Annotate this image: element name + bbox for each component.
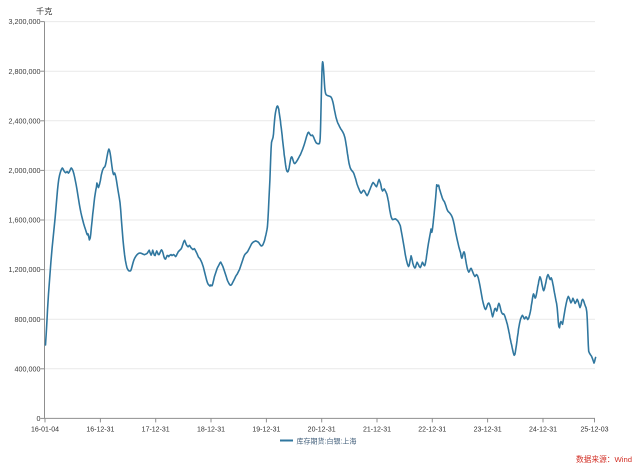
svg-text:16-12-31: 16-12-31 bbox=[86, 427, 114, 434]
svg-text:数据来源：Wind: 数据来源：Wind bbox=[576, 454, 632, 464]
svg-text:21-12-31: 21-12-31 bbox=[363, 427, 391, 434]
svg-text:17-12-31: 17-12-31 bbox=[142, 427, 170, 434]
svg-text:19-12-31: 19-12-31 bbox=[252, 427, 280, 434]
svg-text:2,400,000: 2,400,000 bbox=[9, 116, 41, 125]
svg-text:22-12-31: 22-12-31 bbox=[418, 427, 446, 434]
svg-text:库存期货:白银:上海: 库存期货:白银:上海 bbox=[297, 436, 357, 445]
svg-text:16-01-04: 16-01-04 bbox=[31, 427, 59, 434]
svg-text:20-12-31: 20-12-31 bbox=[308, 427, 336, 434]
svg-text:1,600,000: 1,600,000 bbox=[9, 216, 41, 225]
svg-text:3,200,000: 3,200,000 bbox=[9, 17, 41, 26]
svg-text:23-12-31: 23-12-31 bbox=[474, 427, 502, 434]
svg-text:0: 0 bbox=[37, 414, 41, 423]
svg-text:400,000: 400,000 bbox=[15, 364, 41, 373]
svg-text:千克: 千克 bbox=[36, 6, 52, 16]
svg-text:18-12-31: 18-12-31 bbox=[197, 427, 225, 434]
svg-text:2,000,000: 2,000,000 bbox=[9, 166, 41, 175]
svg-text:2,800,000: 2,800,000 bbox=[9, 67, 41, 76]
svg-text:25-12-03: 25-12-03 bbox=[580, 427, 608, 434]
svg-text:800,000: 800,000 bbox=[15, 315, 41, 324]
svg-text:1,200,000: 1,200,000 bbox=[9, 265, 41, 274]
svg-text:24-12-31: 24-12-31 bbox=[529, 427, 557, 434]
